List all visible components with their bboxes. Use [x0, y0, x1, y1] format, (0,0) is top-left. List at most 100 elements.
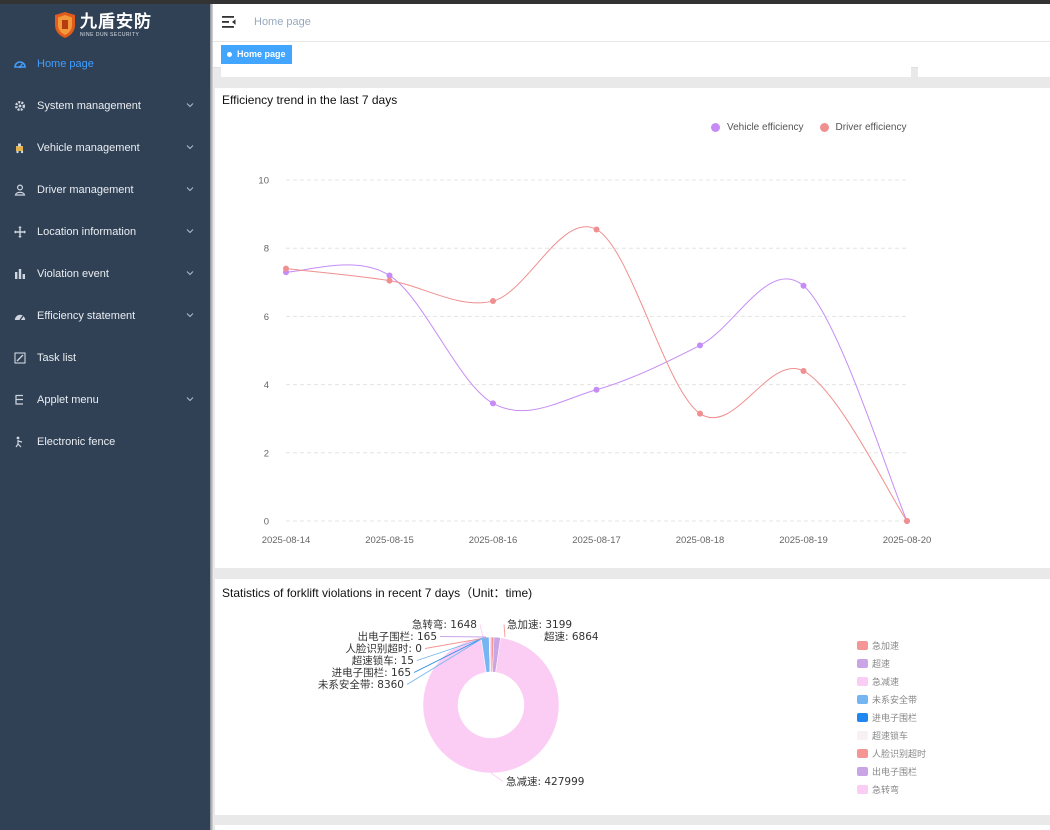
x-tick-label: 2025-08-19 [779, 535, 828, 546]
efficiency-chart-legend: Vehicle efficiency Driver efficiency [711, 122, 922, 133]
sidebar-item-vehicle-management[interactable]: Vehicle management [0, 127, 210, 169]
pie-label: 急加速: 3199 [507, 618, 572, 631]
sidebar-item-label: Electronic fence [37, 436, 116, 448]
data-point-driver-efficiency[interactable] [386, 277, 393, 284]
chart-grid [286, 179, 907, 522]
sidebar-item-label: Efficiency statement [37, 310, 136, 322]
legend-label: 急加速 [872, 641, 900, 652]
tag-home-page[interactable]: Home page [221, 45, 292, 64]
sidebar-item-label: System management [37, 100, 141, 112]
sidebar-item-driver-management[interactable]: Driver management [0, 169, 210, 211]
sidebar-item-task-list[interactable]: Task list [0, 337, 210, 379]
gear-icon [14, 100, 26, 112]
data-point-driver-efficiency[interactable] [697, 410, 703, 417]
legend-swatch [857, 658, 868, 668]
legend-item-2[interactable]: 急减速 [857, 672, 926, 690]
data-point-driver-efficiency[interactable] [283, 265, 289, 272]
legend-item-3[interactable]: 未系安全带 [857, 690, 926, 708]
legend-label: 急减速 [872, 677, 900, 688]
chevron-down-icon [186, 268, 194, 276]
violation-chart-title: Statistics of forklift violations in rec… [222, 586, 533, 600]
y-tick-label: 10 [258, 176, 269, 187]
logo[interactable]: 九盾安防 NINE DUN SECURITY [54, 8, 154, 42]
data-point-driver-efficiency[interactable] [800, 367, 807, 374]
legend-label: 未系安全带 [872, 695, 918, 706]
x-tick-label: 2025-08-15 [365, 535, 414, 546]
legend-dot [711, 123, 720, 132]
legend-label: Vehicle efficiency [727, 122, 804, 133]
sidebar-item-violation-event[interactable]: Violation event [0, 253, 210, 295]
dashboard-icon [14, 58, 26, 70]
navbar: Home page [213, 4, 1050, 42]
legend-item-0[interactable]: 急加速 [857, 636, 926, 654]
fence-icon [14, 436, 26, 448]
efficiency-line-chart: 0 2 4 6 8 10 2025-08-14 2025-08-15 2025-08-16 202… [258, 176, 931, 547]
legend-item-7[interactable]: 出电子围栏 [857, 762, 926, 780]
x-tick-label: 2025-08-14 [262, 535, 311, 546]
logo-title: 九盾安防 [80, 11, 152, 32]
legend-swatch [857, 748, 868, 758]
y-tick-label: 8 [264, 244, 269, 255]
sidebar-item-label: Vehicle management [37, 142, 140, 154]
pie-label-line [424, 637, 486, 649]
x-tick-label: 2025-08-17 [572, 535, 621, 546]
data-point-vehicle-efficiency[interactable] [800, 282, 807, 289]
next-card-stub [215, 825, 1050, 830]
legend-item-vehicle-efficiency[interactable]: Vehicle efficiency [711, 122, 804, 133]
panel-stub-right [918, 67, 1050, 77]
legend-item-5[interactable]: 超速锁车 [857, 726, 926, 744]
pie-label: 急减速: 427999 [506, 775, 584, 788]
legend-item-driver-efficiency[interactable]: Driver efficiency [819, 122, 907, 133]
data-point-driver-efficiency[interactable] [490, 298, 496, 305]
sidebar-item-efficiency-statement[interactable]: Efficiency statement [0, 295, 210, 337]
chevron-down-icon [186, 226, 194, 234]
breadcrumb[interactable]: Home page [254, 16, 311, 28]
legend-item-4[interactable]: 进电子围栏 [857, 708, 926, 726]
tree-icon [14, 394, 26, 406]
y-tick-label: 4 [264, 380, 269, 391]
pie-label: 人脸识别超时: 0 [345, 642, 422, 655]
top-edge [0, 0, 1050, 4]
sidebar-item-label: Applet menu [37, 394, 99, 406]
sidebar-item-location-information[interactable]: Location information [0, 211, 210, 253]
legend-swatch [857, 640, 868, 650]
legend-item-8[interactable]: 急转弯 [857, 780, 926, 798]
hamburger-icon[interactable] [222, 15, 236, 28]
sidebar-divider [210, 4, 213, 830]
legend-label: 超速锁车 [872, 731, 909, 742]
data-point-vehicle-efficiency[interactable] [386, 272, 393, 279]
legend-swatch [857, 676, 868, 686]
edit-icon [14, 352, 26, 364]
pie-label: 出电子围栏: 165 [358, 630, 437, 643]
move-icon [14, 226, 26, 238]
violation-chart-card: Statistics of forklift violations in rec… [215, 579, 1050, 815]
sidebar-item-home-page[interactable]: Home page [0, 43, 210, 85]
data-point-vehicle-efficiency[interactable] [593, 386, 600, 393]
series-line-driver-efficiency [285, 226, 908, 522]
tag-label: Home page [237, 49, 286, 59]
sidebar-item-applet-menu[interactable]: Applet menu [0, 379, 210, 421]
legend-item-6[interactable]: 人脸识别超时 [857, 744, 926, 762]
legend-label: 急转弯 [872, 785, 900, 796]
chevron-down-icon [186, 100, 194, 108]
pie-slice-8[interactable] [489, 636, 492, 673]
pie-label-line [413, 637, 484, 673]
sidebar-item-label: Location information [37, 226, 137, 238]
y-tick-label: 6 [264, 312, 269, 323]
user-icon [14, 184, 26, 196]
data-point-vehicle-efficiency[interactable] [697, 342, 703, 349]
legend-item-1[interactable]: 超速 [857, 654, 926, 672]
pie-label-line [503, 624, 506, 638]
legend-label: 人脸识别超时 [872, 749, 927, 760]
series-line-vehicle-efficiency [285, 264, 908, 522]
data-point-driver-efficiency[interactable] [904, 518, 910, 524]
data-point-driver-efficiency[interactable] [593, 226, 600, 233]
data-point-vehicle-efficiency[interactable] [490, 400, 496, 407]
legend-label: Driver efficiency [835, 122, 907, 133]
sidebar-item-system-management[interactable]: System management [0, 85, 210, 127]
sidebar-item-electronic-fence[interactable]: Electronic fence [0, 421, 210, 463]
pie-label: 急转弯: 1648 [412, 618, 477, 631]
x-tick-label: 2025-08-18 [676, 535, 725, 546]
pie-label: 超速锁车: 15 [352, 654, 414, 667]
